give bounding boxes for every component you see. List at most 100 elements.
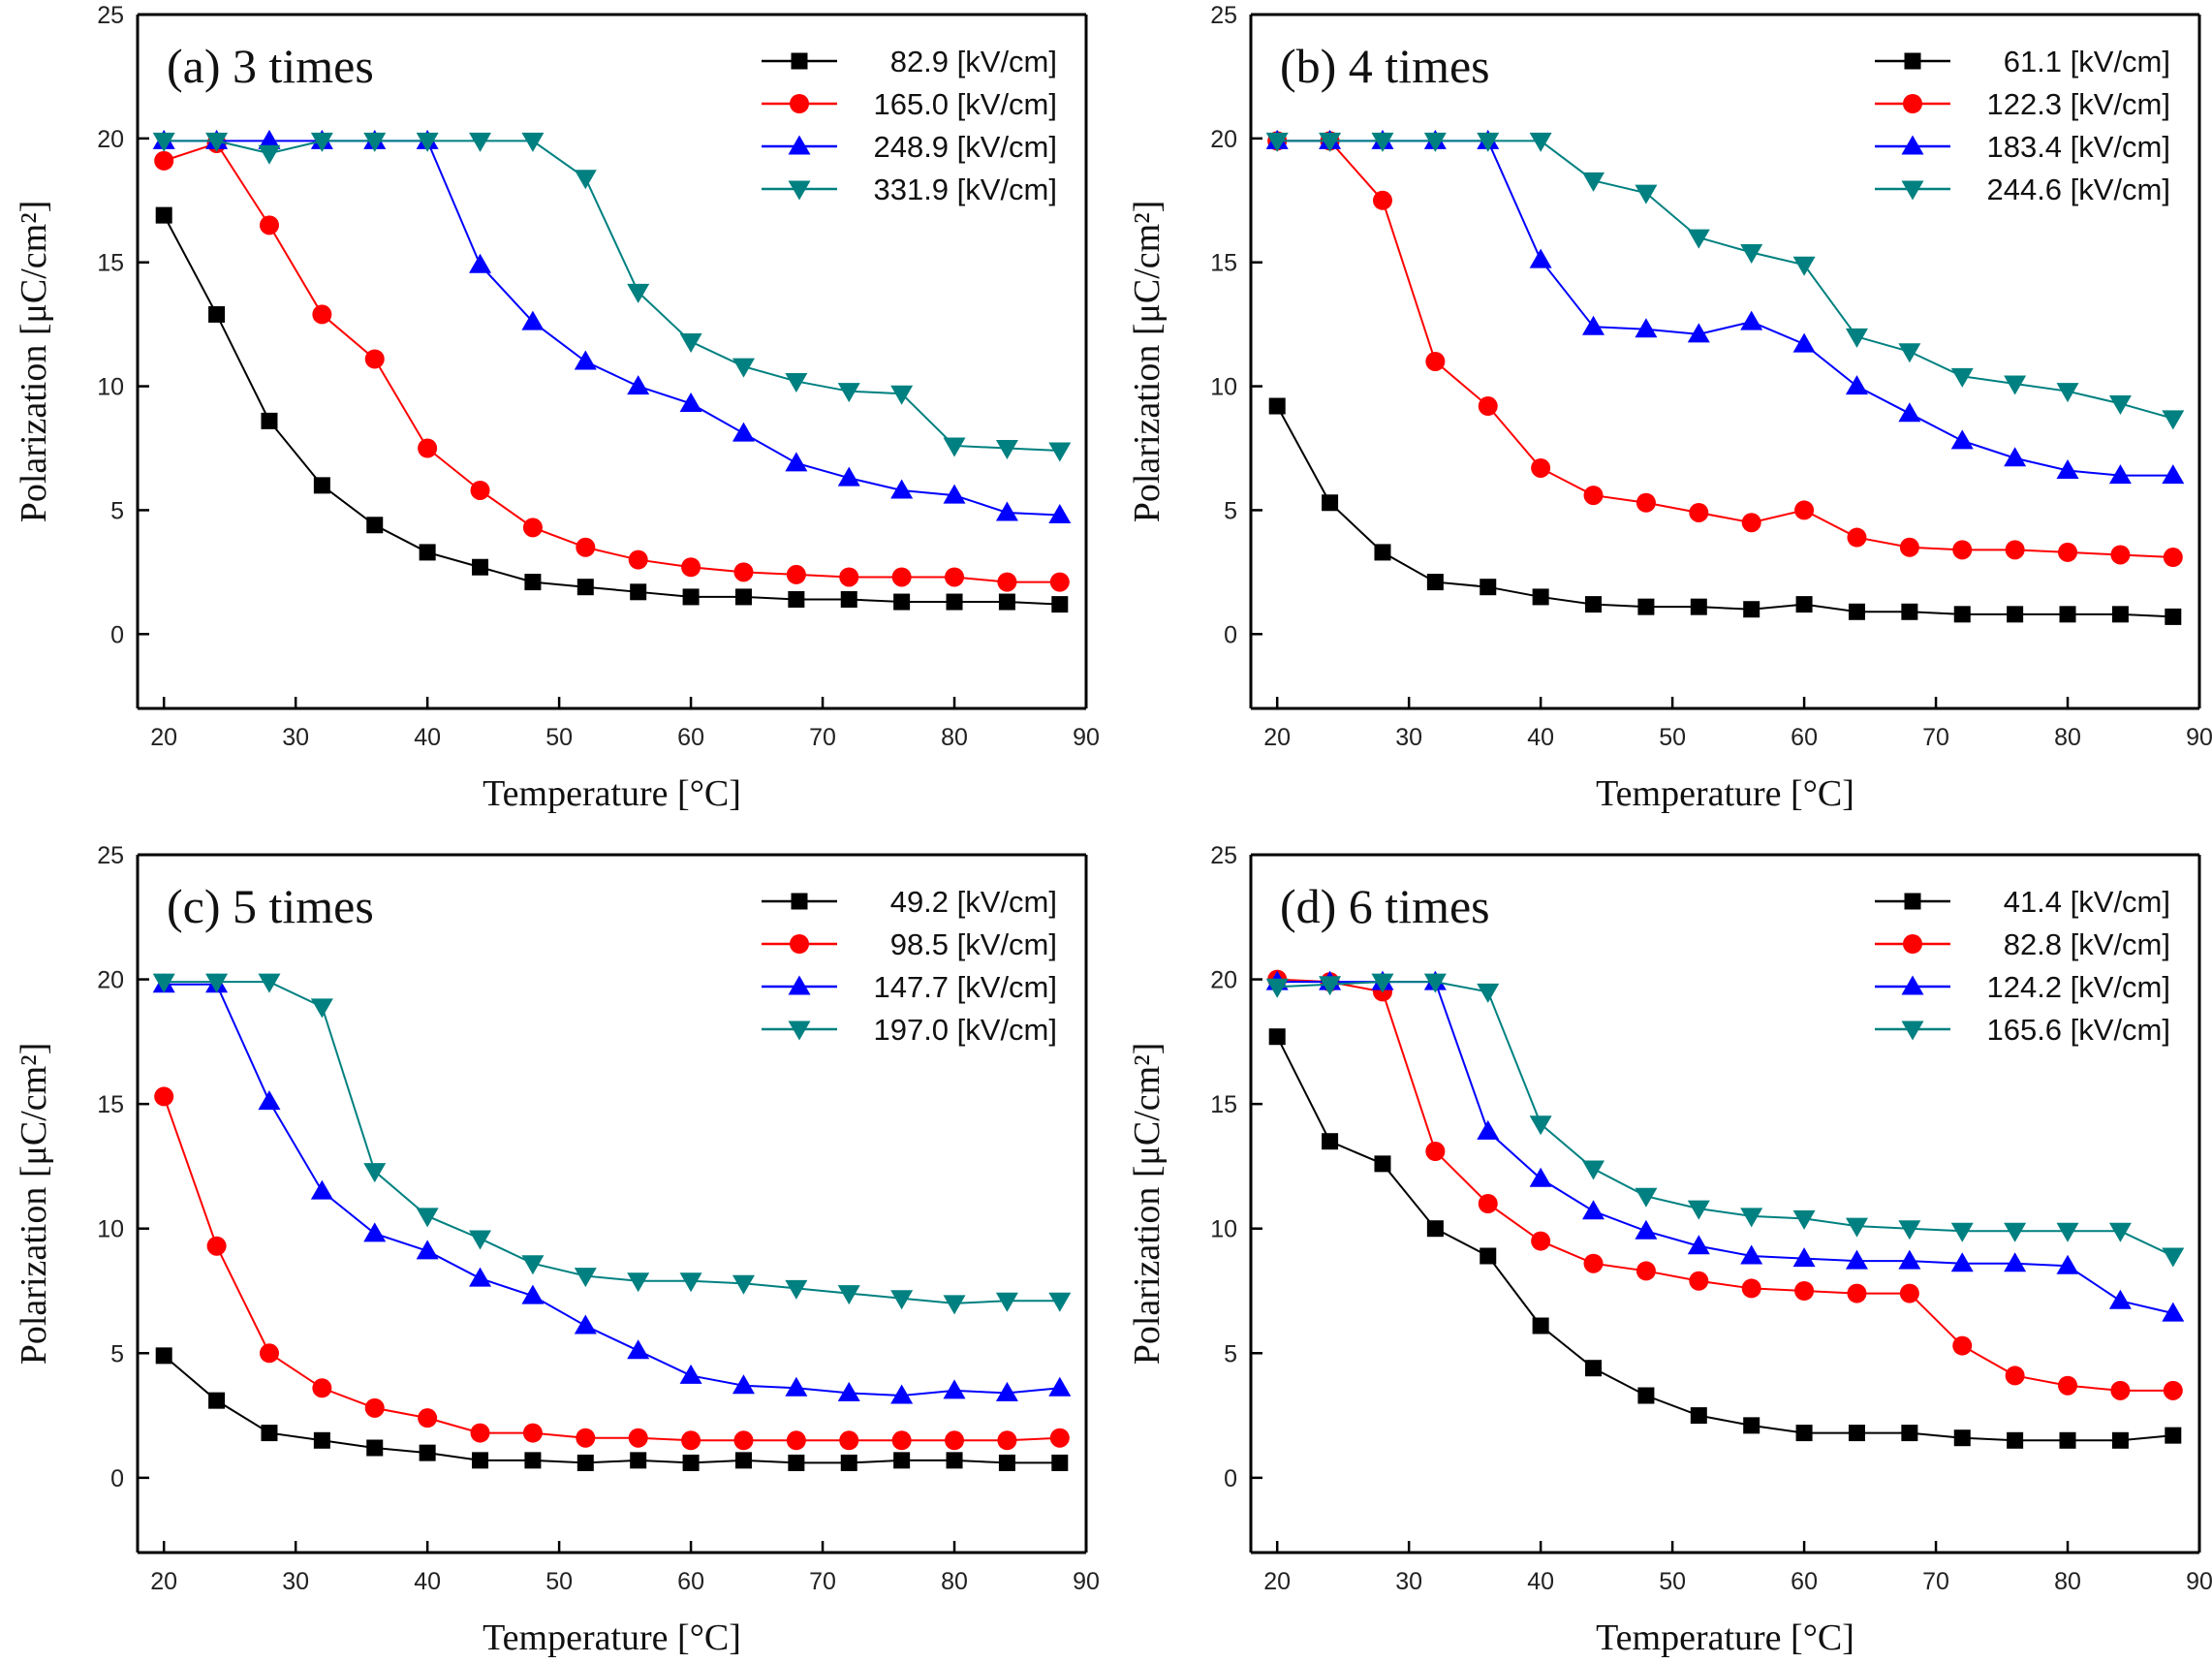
data-point	[155, 206, 172, 224]
data-point	[1845, 375, 1868, 395]
data-point	[366, 517, 384, 534]
legend-item: 248.9 [kV/cm]	[762, 130, 1057, 164]
data-point	[416, 1240, 439, 1260]
data-point	[837, 1381, 860, 1401]
legend-item: 147.7 [kV/cm]	[762, 970, 1057, 1004]
data-point	[313, 1431, 330, 1449]
x-tick-label: 80	[2054, 1568, 2081, 1595]
data-point	[1901, 1425, 1918, 1442]
legend-item: 197.0 [kV/cm]	[762, 1013, 1057, 1047]
data-point	[1268, 397, 1286, 415]
legend: 61.1 [kV/cm] 122.3 [kV/cm] 183.4 [kV/cm] 24…	[1875, 45, 2170, 206]
panel-b: 20 30 40 50 60 70 80 90 0 5 10 15 20 25 Temperature [°…	[1127, 2, 2212, 814]
legend-label: 248.9 [kV/cm]	[873, 130, 1057, 164]
x-tick-label: 90	[2186, 724, 2212, 751]
data-point	[891, 1430, 912, 1451]
y-tick-label: 15	[1210, 1091, 1237, 1118]
data-point	[574, 170, 597, 190]
data-point	[998, 593, 1015, 611]
legend: 82.9 [kV/cm] 165.0 [kV/cm] 248.9 [kV/cm] 33…	[762, 45, 1057, 206]
data-point	[2111, 606, 2129, 623]
data-point	[1740, 243, 1763, 264]
plot-area	[152, 973, 1072, 1471]
data-point	[522, 518, 543, 538]
data-point	[1743, 1417, 1760, 1434]
panel-title: (c) 5 times	[167, 879, 374, 933]
data-point	[2163, 548, 2183, 568]
data-point	[840, 590, 857, 608]
data-point	[2056, 459, 2079, 480]
data-point	[890, 385, 914, 405]
data-point	[837, 383, 860, 403]
legend-label: 41.4 [kV/cm]	[2004, 885, 2170, 919]
series-line	[1277, 140, 2174, 420]
series-line	[163, 141, 1060, 583]
data-point	[259, 1343, 279, 1364]
data-point	[1477, 132, 1500, 152]
data-point	[785, 1376, 808, 1397]
data-point	[1792, 1209, 1816, 1230]
panel-title: (a) 3 times	[167, 39, 374, 93]
series-line	[164, 983, 1060, 1397]
data-point	[152, 973, 175, 993]
series-line	[163, 214, 1060, 606]
data-point	[1794, 1281, 1815, 1301]
series-0	[155, 1347, 1069, 1471]
data-point	[1687, 229, 1710, 249]
data-point	[946, 593, 963, 611]
data-point	[995, 501, 1018, 521]
data-point	[785, 1279, 808, 1300]
data-point	[1529, 248, 1552, 268]
legend-item: 165.6 [kV/cm]	[1875, 1013, 2170, 1047]
legend-item: 41.4 [kV/cm]	[1875, 885, 2170, 919]
y-tick-label: 0	[1224, 1465, 1237, 1492]
data-point	[1740, 1208, 1763, 1228]
data-point	[1845, 1249, 1868, 1270]
data-point	[1687, 323, 1710, 343]
data-point	[1950, 429, 1974, 450]
data-point	[1740, 310, 1763, 330]
legend-marker	[1904, 52, 1921, 70]
data-point	[1952, 1335, 1973, 1356]
legend-marker	[788, 1020, 811, 1041]
data-point	[1049, 572, 1070, 592]
data-point	[945, 567, 965, 587]
x-axis-title: Temperature [°C]	[483, 1617, 741, 1658]
legend-label: 165.6 [kV/cm]	[1986, 1013, 2170, 1047]
series-3	[152, 973, 1072, 1315]
data-point	[2004, 447, 2027, 467]
plot-area	[1265, 969, 2185, 1449]
y-tick-label: 5	[110, 1340, 124, 1367]
data-point	[154, 150, 174, 171]
data-point	[1637, 598, 1655, 615]
data-point	[734, 588, 752, 606]
data-point	[1847, 1283, 1867, 1303]
data-point	[576, 1454, 594, 1471]
data-point	[1371, 973, 1394, 993]
data-point	[630, 583, 647, 601]
data-point	[312, 304, 332, 325]
data-point	[891, 567, 912, 587]
data-point	[1049, 1428, 1070, 1448]
data-point	[469, 132, 492, 152]
plot-area	[1265, 129, 2185, 625]
data-point	[628, 549, 648, 570]
data-point	[679, 1364, 702, 1384]
data-point	[258, 973, 281, 993]
legend-item: 183.4 [kV/cm]	[1875, 130, 2170, 164]
data-point	[1792, 256, 1816, 276]
data-point	[1898, 343, 1921, 363]
data-point	[521, 1284, 545, 1304]
y-axis-title: Polarization [μC/cm²]	[14, 201, 54, 523]
data-point	[313, 477, 330, 494]
data-point	[208, 1392, 226, 1409]
data-point	[1636, 492, 1656, 513]
data-point	[1635, 1187, 1658, 1208]
data-point	[1687, 1235, 1710, 1255]
data-point	[997, 1430, 1017, 1451]
x-tick-label: 60	[1791, 724, 1818, 751]
x-axis-title: Temperature [°C]	[483, 773, 741, 814]
data-point	[1950, 1222, 1974, 1242]
data-point	[574, 350, 597, 370]
legend-marker	[788, 975, 811, 995]
